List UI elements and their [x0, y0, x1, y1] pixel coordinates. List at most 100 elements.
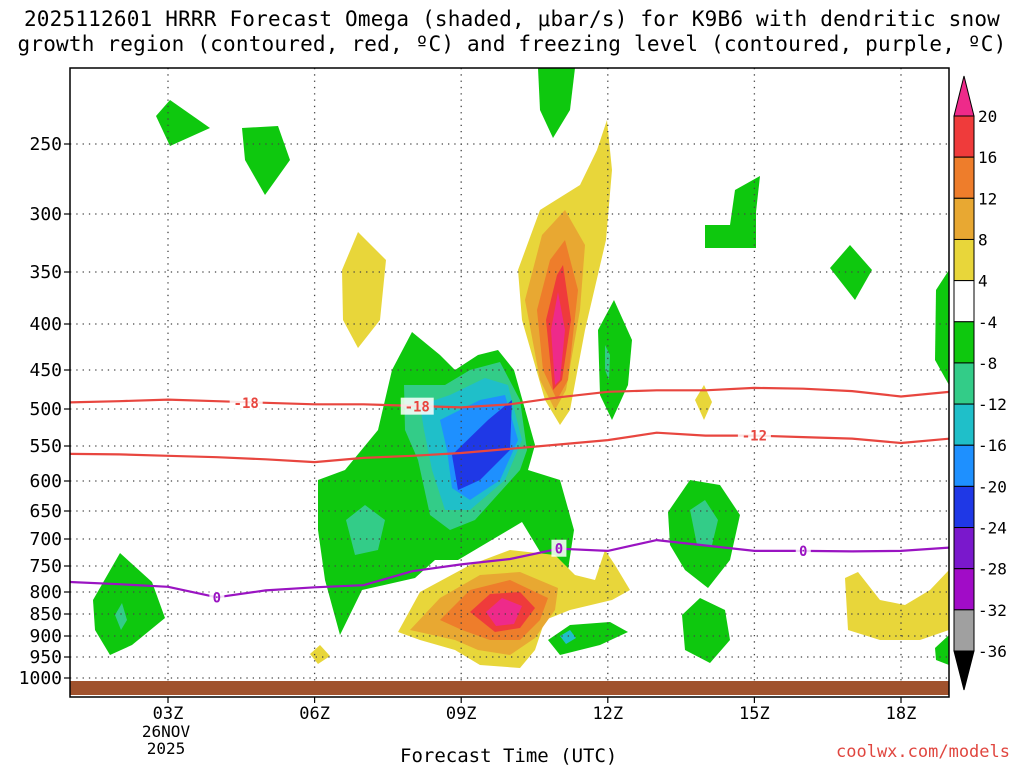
- colorbar-box: [953, 238, 975, 282]
- omega-cell-19z-low: [935, 635, 949, 665]
- y-tick-label-550: 550: [29, 436, 62, 457]
- contour-m18-line: [70, 386, 949, 409]
- omega-cell-06z-yellow: [310, 645, 330, 664]
- colorbar-bottom-arrow: [953, 650, 975, 691]
- contour-m12-line: [70, 431, 949, 464]
- x-tick-label-15Z: 15Z: [739, 704, 770, 724]
- colorbar-box: [953, 321, 975, 364]
- colorbar-label--16: -16: [978, 436, 1007, 455]
- omega-cell-11z-top: [538, 68, 575, 138]
- contour-label-bg: [229, 393, 263, 411]
- x-tick-label-03Z: 03Z: [153, 704, 184, 724]
- colorbar-label--20: -20: [978, 477, 1007, 496]
- y-tick-label-700: 700: [29, 529, 62, 550]
- omega-cell-11z-low: [548, 622, 628, 655]
- omega-cell-14z-low: [682, 598, 730, 663]
- omega-cell-02z-low-teal: [115, 603, 127, 630]
- colorbar-box: [953, 609, 975, 652]
- colorbar-box: [953, 156, 975, 199]
- omega-cell-17z: [830, 245, 872, 300]
- colorbar-box: [953, 485, 975, 529]
- y-axis: 2503003504004505005506006507007508008509…: [19, 134, 70, 689]
- omega-colorbar: 20 16 12 8 4 -4 -8 -12 -16 -20 -24 -28 -32 -36: [953, 75, 1007, 691]
- omega-cell-02z-low: [93, 553, 165, 655]
- date-label-year: 2025: [147, 739, 186, 758]
- grid-lines: [70, 68, 949, 697]
- y-tick-label-450: 450: [29, 360, 62, 381]
- colorbar-box: [953, 403, 975, 446]
- colorbar-label-20: 20: [978, 107, 997, 126]
- omega-cell-14z-teal: [690, 500, 718, 545]
- source-credit[interactable]: coolwx.com/models: [836, 742, 1010, 762]
- colorbar-box: [953, 527, 975, 570]
- contour-label-bg: [551, 539, 567, 557]
- colorbar-top-arrow: [953, 75, 975, 117]
- colorbar-label--28: -28: [978, 560, 1007, 579]
- x-axis-title: Forecast Time (UTC): [400, 745, 618, 767]
- contour-label-bg: [400, 397, 434, 415]
- contour-label-0: 0: [799, 544, 807, 560]
- omega-cell-11z-low-core: [560, 630, 576, 644]
- contour-label-bg: [737, 426, 771, 444]
- y-tick-label-250: 250: [29, 134, 62, 155]
- omega-shading: [93, 68, 949, 668]
- y-tick-label-800: 800: [29, 582, 62, 603]
- colorbar-label--12: -12: [978, 395, 1007, 414]
- colorbar-label--24: -24: [978, 519, 1007, 538]
- omega-teal-lower: [346, 505, 385, 555]
- colorbar-label--36: -36: [978, 642, 1007, 661]
- x-tick-label-09Z: 09Z: [446, 704, 477, 724]
- contour-label-bg: [795, 541, 811, 559]
- y-tick-label-600: 600: [29, 471, 62, 492]
- colorbar-box: [953, 568, 975, 611]
- colorbar-label-16: 16: [978, 148, 997, 167]
- temperature-contours: -18 -18 -12 0 0 0: [70, 386, 949, 606]
- y-tick-label-950: 950: [29, 647, 62, 668]
- date-label-day: 26NOV: [142, 722, 191, 741]
- plot-frame: [69, 67, 950, 698]
- colorbar-label-4: 4: [978, 272, 988, 291]
- colorbar-box: [953, 444, 975, 487]
- omega-cell-05z-aloft: [242, 126, 290, 195]
- y-tick-label-650: 650: [29, 501, 62, 522]
- y-tick-label-300: 300: [29, 204, 62, 225]
- omega-cell-15z: [705, 176, 760, 248]
- omega-cell-02z-aloft: [156, 100, 210, 146]
- colorbar-label-12: 12: [978, 189, 997, 208]
- chart-title-line-2: growth region (contoured, red, ºC) and f…: [17, 32, 1007, 56]
- omega-cell-19z: [935, 270, 949, 385]
- omega-cell-12z: [598, 300, 632, 420]
- contour-label--18: -18: [405, 400, 430, 416]
- contour-label--18: -18: [234, 396, 259, 412]
- colorbar-label--8: -8: [978, 354, 997, 373]
- y-tick-label-1000: 1000: [19, 668, 62, 689]
- y-tick-label-400: 400: [29, 314, 62, 335]
- ground-strip: [70, 681, 949, 695]
- colorbar-box: [953, 362, 975, 405]
- y-tick-label-750: 750: [29, 556, 62, 577]
- contour-label-0: 0: [555, 542, 563, 558]
- omega-cell-14z-yellow: [695, 385, 712, 420]
- omega-cell-12z-core: [605, 345, 610, 380]
- contour-label-bg: [209, 588, 225, 606]
- x-tick-label-18Z: 18Z: [886, 704, 917, 724]
- y-tick-label-350: 350: [29, 262, 62, 283]
- omega-low-magenta: [486, 598, 522, 626]
- colorbar-box: [953, 280, 975, 323]
- omega-plume-magenta: [551, 292, 565, 385]
- omega-low-right-yellow: [845, 570, 949, 640]
- chart-title-line-1: 2025112601 HRRR Forecast Omega (shaded, …: [23, 7, 1001, 31]
- colorbar-label-8: 8: [978, 230, 988, 249]
- colorbar-label--4: -4: [978, 313, 997, 332]
- contour-label--12: -12: [742, 429, 767, 445]
- y-tick-label-850: 850: [29, 604, 62, 625]
- colorbar-label--32: -32: [978, 601, 1007, 620]
- contour-label-0: 0: [213, 590, 221, 606]
- colorbar-box: [953, 115, 975, 158]
- y-tick-label-500: 500: [29, 399, 62, 420]
- y-tick-label-900: 900: [29, 626, 62, 647]
- x-tick-label-06Z: 06Z: [299, 704, 330, 724]
- omega-main-blue: [452, 400, 512, 490]
